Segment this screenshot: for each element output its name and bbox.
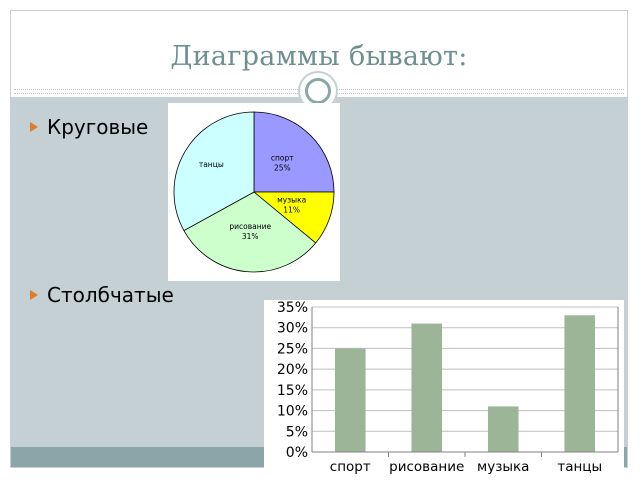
bar-ytick-3: 15% [277,383,308,399]
bar-chart-box: 0% 5% 10% 15% 20% 25% 30% 35% спорт рисование музы… [264,300,624,478]
pie-label-1: музыка [277,196,306,205]
bullet-pie: Круговые [30,115,148,139]
bar-xtick-2: музыка [477,459,529,475]
bar-ytick-5: 25% [277,341,308,357]
pie-slice-3 [173,111,255,232]
bar-ytick-2: 10% [277,404,308,420]
pie-value-2: 31% [242,232,259,241]
pie-value-1: 11% [283,206,300,215]
pie-chart-box: спорт 25% музыка 11% рисование 31% танцы [168,103,340,281]
pie-value-0: 25% [274,164,291,173]
bar-xtick-3: танцы [557,459,602,475]
bar-ytick-1: 5% [286,424,308,440]
bar-1 [411,323,443,452]
bar-0 [334,348,366,452]
bar-ytick-0: 0% [286,445,308,461]
pie-label-2: рисование [229,222,271,231]
slide-title: Диаграммы бывают: [170,41,468,72]
bullet-bar-label: Столбчатые [47,283,174,307]
pie-label-0: спорт [271,154,294,163]
bar-xtick-0: спорт [330,459,371,475]
pie-label-3: танцы [199,160,224,169]
bar-ytick-4: 20% [277,362,308,378]
bar-2 [487,406,519,452]
bar-3 [564,315,596,452]
bar-chart: 0% 5% 10% 15% 20% 25% 30% 35% спорт рисование музы… [277,300,619,475]
bullet-bar: Столбчатые [30,283,174,307]
bullet-arrow-icon [30,121,38,132]
bullet-arrow-icon [30,289,38,300]
bullet-pie-label: Круговые [47,115,149,139]
pie-slice-2 [183,191,317,273]
pie-slice-0 [253,111,335,193]
bar-xtick-1: рисование [389,459,464,475]
bar-ytick-6: 30% [277,321,308,337]
title-ornament-ring [305,78,331,104]
bar-ytick-7: 35% [277,300,308,316]
